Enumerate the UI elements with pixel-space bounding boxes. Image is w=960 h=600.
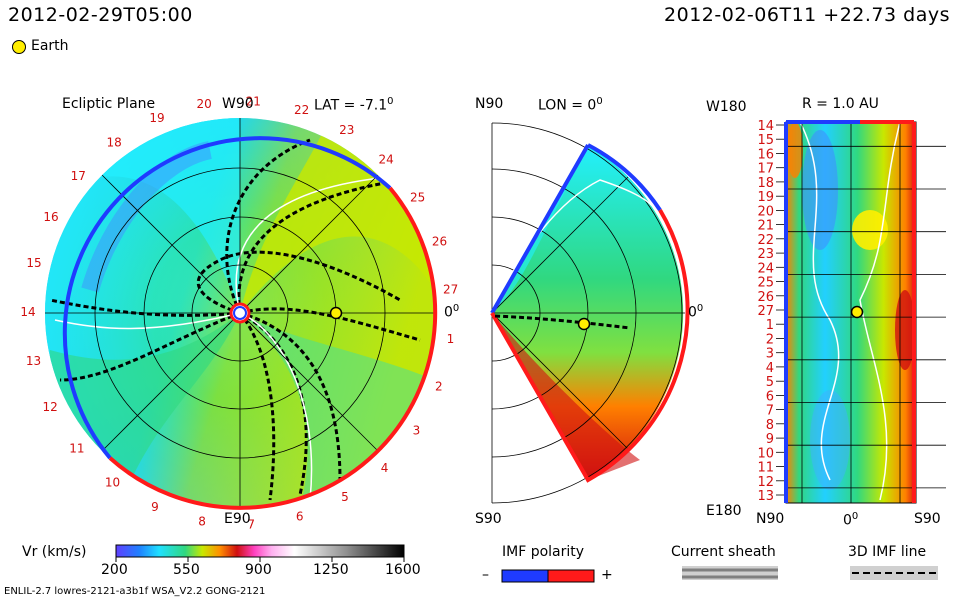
radial-row-label-23: 23 (757, 247, 774, 262)
radial-row-labels: 1415161718192021222324252627123456789101… (757, 119, 774, 504)
radial-row-label-24: 24 (757, 261, 774, 276)
radial-panel-plot: 1415161718192021222324252627123456789101… (757, 119, 946, 504)
carrington-label-3: 3 (413, 424, 421, 438)
carrington-label-5: 5 (341, 490, 349, 504)
radial-row-label-16: 16 (757, 148, 774, 163)
imf-3d-line-title: 3D IMF line (848, 544, 927, 560)
earth-legend-label: Earth (31, 38, 69, 54)
carrington-label-2: 2 (435, 380, 443, 394)
radial-row-label-18: 18 (757, 176, 774, 191)
carrington-label-22: 22 (294, 103, 309, 117)
radial-r-label: R = 1.0 AU (802, 96, 879, 112)
date-right: 2012-02-06T11 +22.73 days (664, 4, 950, 26)
radial-row-label-26: 26 (757, 290, 774, 305)
carrington-label-16: 16 (43, 210, 58, 224)
colorbar-tick-900: 900 (245, 562, 272, 578)
carrington-label-8: 8 (198, 515, 206, 529)
meridional-n-label: N90 (475, 96, 504, 112)
carrington-label-7: 7 (247, 518, 255, 532)
colorbar (115, 544, 405, 558)
meridional-lon-label: LON = 00 (538, 96, 603, 114)
ecliptic-zero-label: 00 (444, 303, 460, 321)
meridional-plane-plot (490, 122, 690, 504)
radial-row-label-15: 15 (757, 133, 774, 148)
radial-row-label-27: 27 (757, 304, 774, 319)
imf-positive-swatch (547, 569, 595, 583)
carrington-label-24: 24 (379, 153, 394, 167)
carrington-label-25: 25 (410, 190, 425, 204)
carrington-label-23: 23 (339, 123, 354, 137)
carrington-label-12: 12 (42, 400, 57, 414)
carrington-label-20: 20 (197, 97, 212, 111)
carrington-label-9: 9 (151, 500, 159, 514)
footer-credit: ENLIL-2.7 lowres-2121-a3b1f WSA_V2.2 GON… (4, 586, 266, 597)
radial-row-label-11: 11 (757, 461, 774, 476)
current-sheath-title: Current sheath (671, 544, 776, 560)
radial-row-label-13: 13 (757, 489, 774, 504)
ecliptic-w-label: W90 (222, 96, 254, 112)
colorbar-tick-550: 550 (173, 562, 200, 578)
radial-row-label-4: 4 (766, 361, 774, 376)
radial-w-label: W180 (706, 99, 747, 115)
carrington-label-6: 6 (296, 509, 304, 523)
radial-row-label-21: 21 (757, 219, 774, 234)
current-sheath-swatch (682, 566, 778, 580)
carrington-label-27: 27 (443, 282, 458, 296)
radial-row-label-19: 19 (757, 190, 774, 205)
ecliptic-lat-label: LAT = -7.10 (314, 96, 394, 114)
radial-row-label-3: 3 (766, 347, 774, 362)
radial-s-label: S90 (914, 511, 941, 527)
colorbar-title: Vr (km/s) (22, 544, 87, 560)
carrington-label-13: 13 (26, 354, 41, 368)
radial-row-label-22: 22 (757, 233, 774, 248)
radial-row-label-5: 5 (766, 375, 774, 390)
radial-row-label-2: 2 (766, 333, 774, 348)
colorbar-tick-1250: 1250 (313, 562, 349, 578)
carrington-label-18: 18 (107, 135, 122, 149)
radial-row-label-9: 9 (766, 432, 774, 447)
carrington-label-10: 10 (105, 475, 120, 489)
radial-row-label-14: 14 (757, 119, 774, 134)
radial-row-label-6: 6 (766, 389, 774, 404)
meridional-earth-marker (577, 317, 591, 331)
imf-plus: + (601, 567, 613, 583)
carrington-label-4: 4 (381, 461, 389, 475)
carrington-label-1: 1 (447, 332, 455, 346)
radial-row-label-20: 20 (757, 204, 774, 219)
colorbar-tick-1600: 1600 (385, 562, 421, 578)
carrington-label-21: 21 (246, 94, 261, 108)
radial-e-label: E180 (706, 503, 742, 519)
date-left: 2012-02-29T05:00 (8, 4, 193, 26)
carrington-label-11: 11 (69, 441, 84, 455)
imf-negative-swatch (501, 569, 549, 583)
radial-row-label-10: 10 (757, 446, 774, 461)
radial-row-label-25: 25 (757, 276, 774, 291)
meridional-s-label: S90 (475, 511, 502, 527)
earth-legend-icon (12, 40, 26, 54)
ecliptic-earth-marker (329, 306, 343, 320)
imf-polarity-title: IMF polarity (502, 544, 585, 560)
colorbar-tick-200: 200 (101, 562, 128, 578)
carrington-label-14: 14 (20, 305, 35, 319)
imf-minus: – (482, 567, 489, 583)
radial-zero-label: 00 (843, 511, 859, 529)
radial-row-label-12: 12 (757, 475, 774, 490)
carrington-label-19: 19 (149, 111, 164, 125)
imf-3d-line-swatch (850, 566, 938, 580)
ecliptic-e-label: E90 (224, 511, 251, 527)
radial-row-label-8: 8 (766, 418, 774, 433)
radial-earth-marker (850, 305, 864, 319)
meridional-zero-label: 00 (688, 303, 704, 321)
radial-row-label-7: 7 (766, 404, 774, 419)
ecliptic-title: Ecliptic Plane (62, 96, 156, 112)
carrington-label-17: 17 (71, 169, 86, 183)
radial-row-label-1: 1 (766, 318, 774, 333)
radial-n-label: N90 (756, 511, 785, 527)
radial-row-label-17: 17 (757, 162, 774, 177)
carrington-label-15: 15 (26, 256, 41, 270)
carrington-label-26: 26 (432, 234, 447, 248)
